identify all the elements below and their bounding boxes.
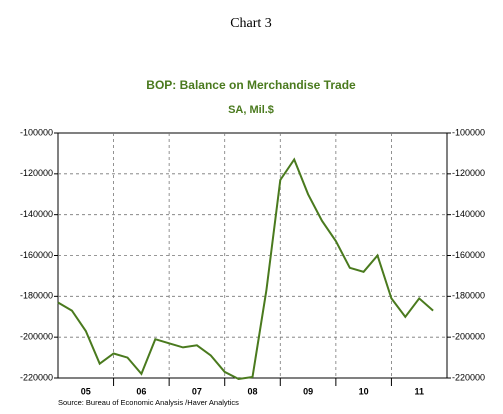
- x-tick-label: 09: [303, 386, 313, 396]
- x-tick-label: 10: [359, 386, 369, 396]
- chart-heading: Chart 3: [230, 16, 272, 31]
- y2-tick-label: -120000: [452, 168, 485, 178]
- y-tick-label: -160000: [20, 250, 53, 260]
- source-note: Source: Bureau of Economic Analysis /Hav…: [58, 398, 239, 407]
- x-tick-label: 05: [81, 386, 91, 396]
- y2-tick-label: -180000: [452, 291, 485, 301]
- x-tick-label: 08: [247, 386, 257, 396]
- y-tick-label: -220000: [20, 372, 53, 382]
- y2-tick-label: -160000: [452, 250, 485, 260]
- y2-tick-label: -140000: [452, 209, 485, 219]
- x-tick-label: 11: [414, 386, 424, 396]
- y2-tick-label: -200000: [452, 332, 485, 342]
- y-tick-label: -120000: [20, 168, 53, 178]
- y-tick-label: -100000: [20, 127, 53, 137]
- y-tick-label: -200000: [20, 332, 53, 342]
- y-tick-label: -140000: [20, 209, 53, 219]
- chart-title: BOP: Balance on Merchandise Trade: [146, 78, 356, 92]
- y2-tick-label: -220000: [452, 372, 485, 382]
- x-tick-label: 07: [192, 386, 202, 396]
- data-line: [57, 157, 434, 381]
- x-tick-label: 06: [136, 386, 146, 396]
- y2-tick-label: -100000: [452, 127, 485, 137]
- y-tick-label: -180000: [20, 291, 53, 301]
- chart-subtitle: SA, Mil.$: [228, 104, 274, 116]
